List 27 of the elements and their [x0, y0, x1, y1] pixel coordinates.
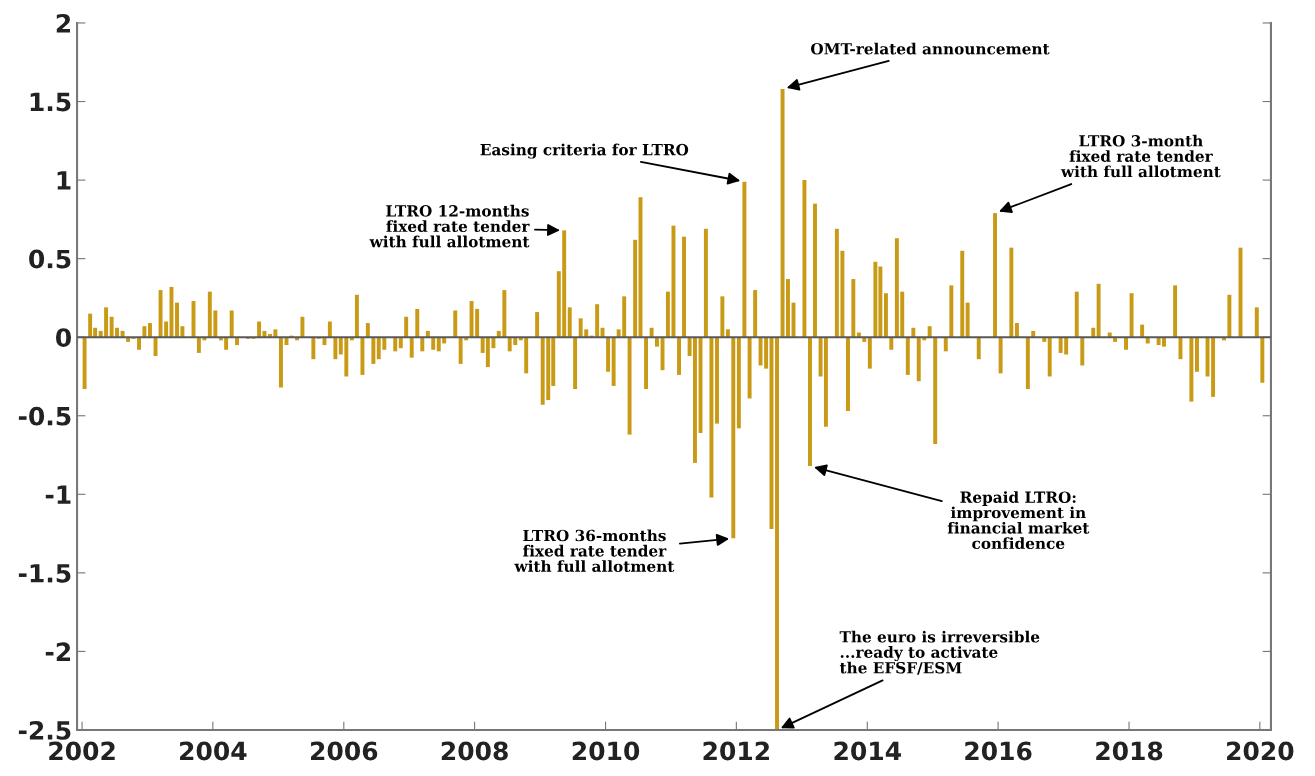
annotation: Repaid LTRO: improvement in financial market confidence	[947, 491, 1090, 550]
y-tick-label: -0.5	[18, 406, 71, 426]
x-tick-label: 2008	[441, 741, 508, 761]
y-tick-label: 0.5	[29, 249, 71, 269]
x-tick-label: 2016	[965, 741, 1032, 761]
y-tick-label: 2	[56, 13, 71, 33]
annotation: LTRO 12-months fixed rate tender with full allotment	[369, 204, 530, 248]
x-tick-label: 2010	[572, 741, 640, 761]
annotation: Easing criteria for LTRO	[480, 143, 689, 159]
x-tick-label: 2004	[180, 741, 247, 761]
x-tick-label: 2012	[703, 741, 769, 761]
y-tick-label: -2.5	[18, 720, 71, 740]
x-tick-label: 2006	[311, 741, 378, 761]
y-tick-label: -2	[45, 642, 71, 661]
annotation: OMT-related announcement	[810, 42, 1050, 55]
x-tick-label: 2014	[834, 741, 901, 761]
annotation: The euro is irreversible ...ready to activate the EFSF/ESM	[839, 630, 1040, 675]
y-tick-label: 0	[56, 328, 71, 348]
x-tick-label: 2018	[1096, 741, 1163, 761]
y-tick-label: 1	[57, 171, 71, 190]
y-tick-label: -1.5	[18, 564, 71, 583]
x-tick-label: 2020	[1227, 741, 1294, 761]
annotation: LTRO 3-month fixed rate tender with full allotment	[1060, 134, 1221, 178]
annotation: LTRO 36-months fixed rate tender with full allotment	[514, 529, 675, 572]
y-tick-label: 1.5	[30, 92, 71, 112]
x-tick-label: 2002	[49, 741, 115, 761]
y-tick-label: -1	[45, 485, 71, 504]
